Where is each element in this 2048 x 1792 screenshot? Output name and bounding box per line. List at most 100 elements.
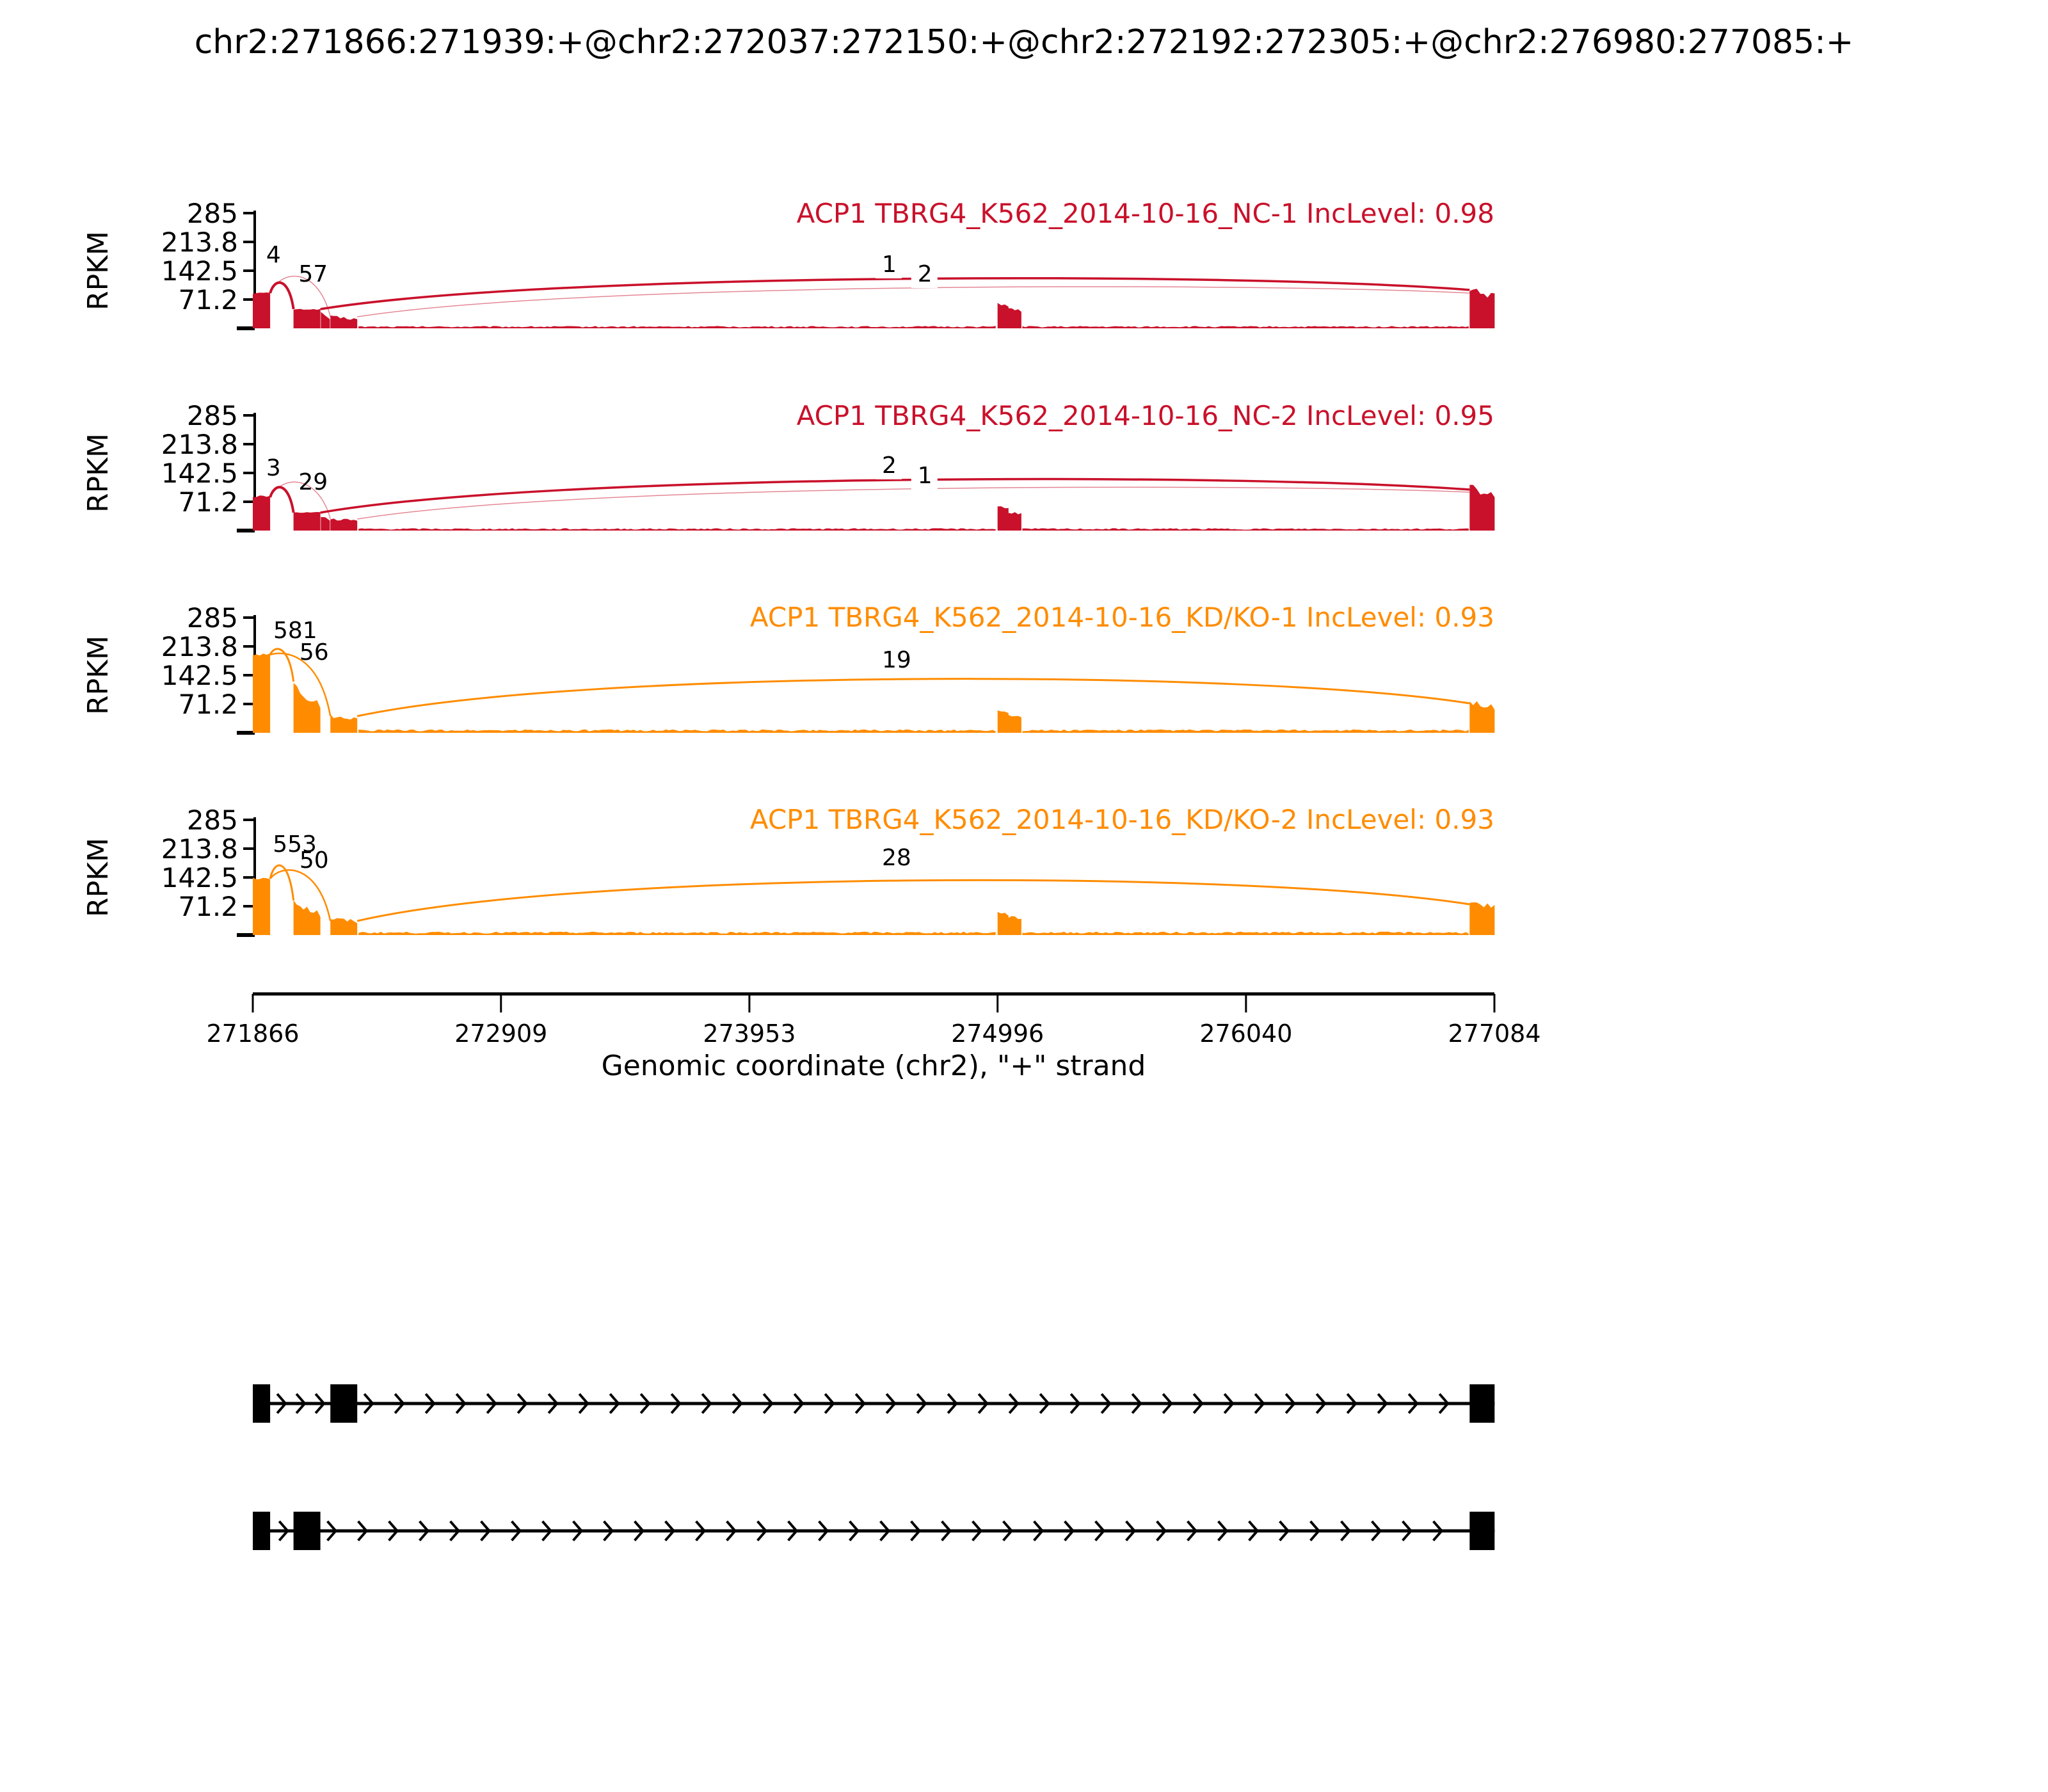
intron-arrow-icon (1069, 1393, 1081, 1414)
junction-count-bg (876, 648, 916, 674)
junction-count: 2 (918, 261, 932, 287)
junction-arc (269, 869, 332, 922)
intron-arrow-icon (424, 1393, 436, 1414)
y-tick-label: 213.8 (161, 833, 238, 865)
intron-arrow-icon (1371, 1520, 1382, 1542)
y-tick-label: 213.8 (161, 429, 238, 460)
junction-arc (269, 652, 332, 717)
intron-arrow-icon (762, 1393, 774, 1414)
junction-count: 28 (882, 845, 911, 871)
intron-arrow-icon (1438, 1393, 1450, 1414)
x-tick-label: 273953 (703, 1020, 796, 1048)
junction-count-bg (911, 262, 938, 288)
intron-arrow-icon (1100, 1393, 1112, 1414)
intron-arrow-icon (634, 1520, 645, 1542)
junction-arc (269, 864, 295, 901)
intron-arrow-icon (1187, 1520, 1198, 1542)
junction-count-bg (876, 253, 902, 278)
intron-arrow-icon (879, 1520, 891, 1542)
junction-count: 56 (300, 639, 329, 666)
junction-count-bg (876, 846, 916, 872)
junction-arc (356, 678, 1470, 717)
x-tick-label: 274996 (951, 1020, 1044, 1048)
intron-arrow-icon (787, 1520, 799, 1542)
intron-arrow-icon (449, 1520, 461, 1542)
junction-arc (269, 648, 295, 682)
junction-count: 57 (298, 261, 328, 287)
intron-arrow-icon (1340, 1520, 1352, 1542)
exon-box (253, 1384, 271, 1423)
x-tick-label: 272909 (454, 1020, 547, 1048)
intron-arrow-icon (1039, 1393, 1050, 1414)
intron-arrow-icon (732, 1393, 743, 1414)
intron-arrow-icon (824, 1393, 835, 1414)
intron-arrow-icon (511, 1520, 522, 1542)
intron-arrow-icon (854, 1393, 866, 1414)
intron-arrow-icon (278, 1520, 290, 1542)
intron-arrow-icon (363, 1393, 374, 1414)
y-tick-label: 71.2 (178, 486, 238, 518)
junction-arc (357, 286, 1470, 317)
track-title-nc-1: ACP1 TBRG4_K562_2014-10-16_NC-1 IncLevel… (796, 198, 1494, 229)
intron-arrow-icon (1248, 1520, 1260, 1542)
y-tick-label: 142.5 (161, 458, 238, 489)
exon-box (330, 1384, 358, 1423)
intron-arrow-icon (910, 1520, 922, 1542)
intron-arrow-icon (1064, 1520, 1075, 1542)
junction-arc (269, 275, 331, 317)
junction-count-bg (876, 454, 902, 479)
intron-arrow-icon (603, 1520, 614, 1542)
intron-arrow-icon (885, 1393, 897, 1414)
intron-arrow-icon (1217, 1520, 1229, 1542)
intron-arrow-icon (357, 1520, 369, 1542)
intron-arrow-icon (849, 1520, 860, 1542)
intron-arrow-icon (1407, 1393, 1419, 1414)
intron-arrow-icon (419, 1520, 430, 1542)
intron-arrow-icon (1192, 1393, 1204, 1414)
exon-box (253, 1512, 271, 1550)
intron-arrow-icon (664, 1520, 676, 1542)
junction-arc (269, 281, 295, 310)
y-tick-label: 142.5 (161, 255, 238, 287)
intron-arrow-icon (1254, 1393, 1265, 1414)
intron-arrow-icon (1162, 1393, 1173, 1414)
intron-arrow-icon (977, 1393, 989, 1414)
intron-arrow-icon (818, 1520, 829, 1542)
intron-arrow-icon (1033, 1520, 1044, 1542)
intron-arrow-icon (578, 1393, 589, 1414)
intron-arrow-icon (1315, 1393, 1327, 1414)
y-axis-label-rpkm: RPKM (82, 838, 115, 917)
junction-count: 2 (882, 452, 897, 479)
intron-arrow-icon (1223, 1393, 1235, 1414)
intron-arrow-icon (1094, 1520, 1106, 1542)
y-tick-label: 71.2 (178, 284, 238, 316)
junction-count: 581 (273, 618, 317, 644)
y-tick-label: 285 (187, 804, 238, 836)
junction-arc (269, 486, 295, 513)
intron-arrow-icon (1131, 1393, 1142, 1414)
intron-arrow-icon (480, 1520, 492, 1542)
x-axis-title: Genomic coordinate (chr2), "+" strand (601, 1050, 1146, 1082)
intron-arrow-icon (1156, 1520, 1167, 1542)
intron-arrow-icon (793, 1393, 804, 1414)
y-tick-label: 285 (187, 602, 238, 634)
junction-count: 19 (882, 647, 911, 673)
junction-arc (320, 277, 1470, 310)
y-tick-label: 142.5 (161, 862, 238, 893)
junction-count: 3 (266, 455, 281, 481)
intron-arrow-icon (756, 1520, 768, 1542)
intron-arrow-icon (1002, 1520, 1014, 1542)
transcript-isoform-2 (253, 1512, 1495, 1550)
intron-arrow-icon (276, 1393, 287, 1414)
junction-arc (320, 477, 1470, 514)
y-tick-label: 142.5 (161, 660, 238, 691)
exon-box (1469, 1512, 1495, 1550)
intron-arrow-icon (547, 1393, 559, 1414)
intron-arrow-icon (1284, 1393, 1296, 1414)
y-tick-label: 285 (187, 400, 238, 431)
